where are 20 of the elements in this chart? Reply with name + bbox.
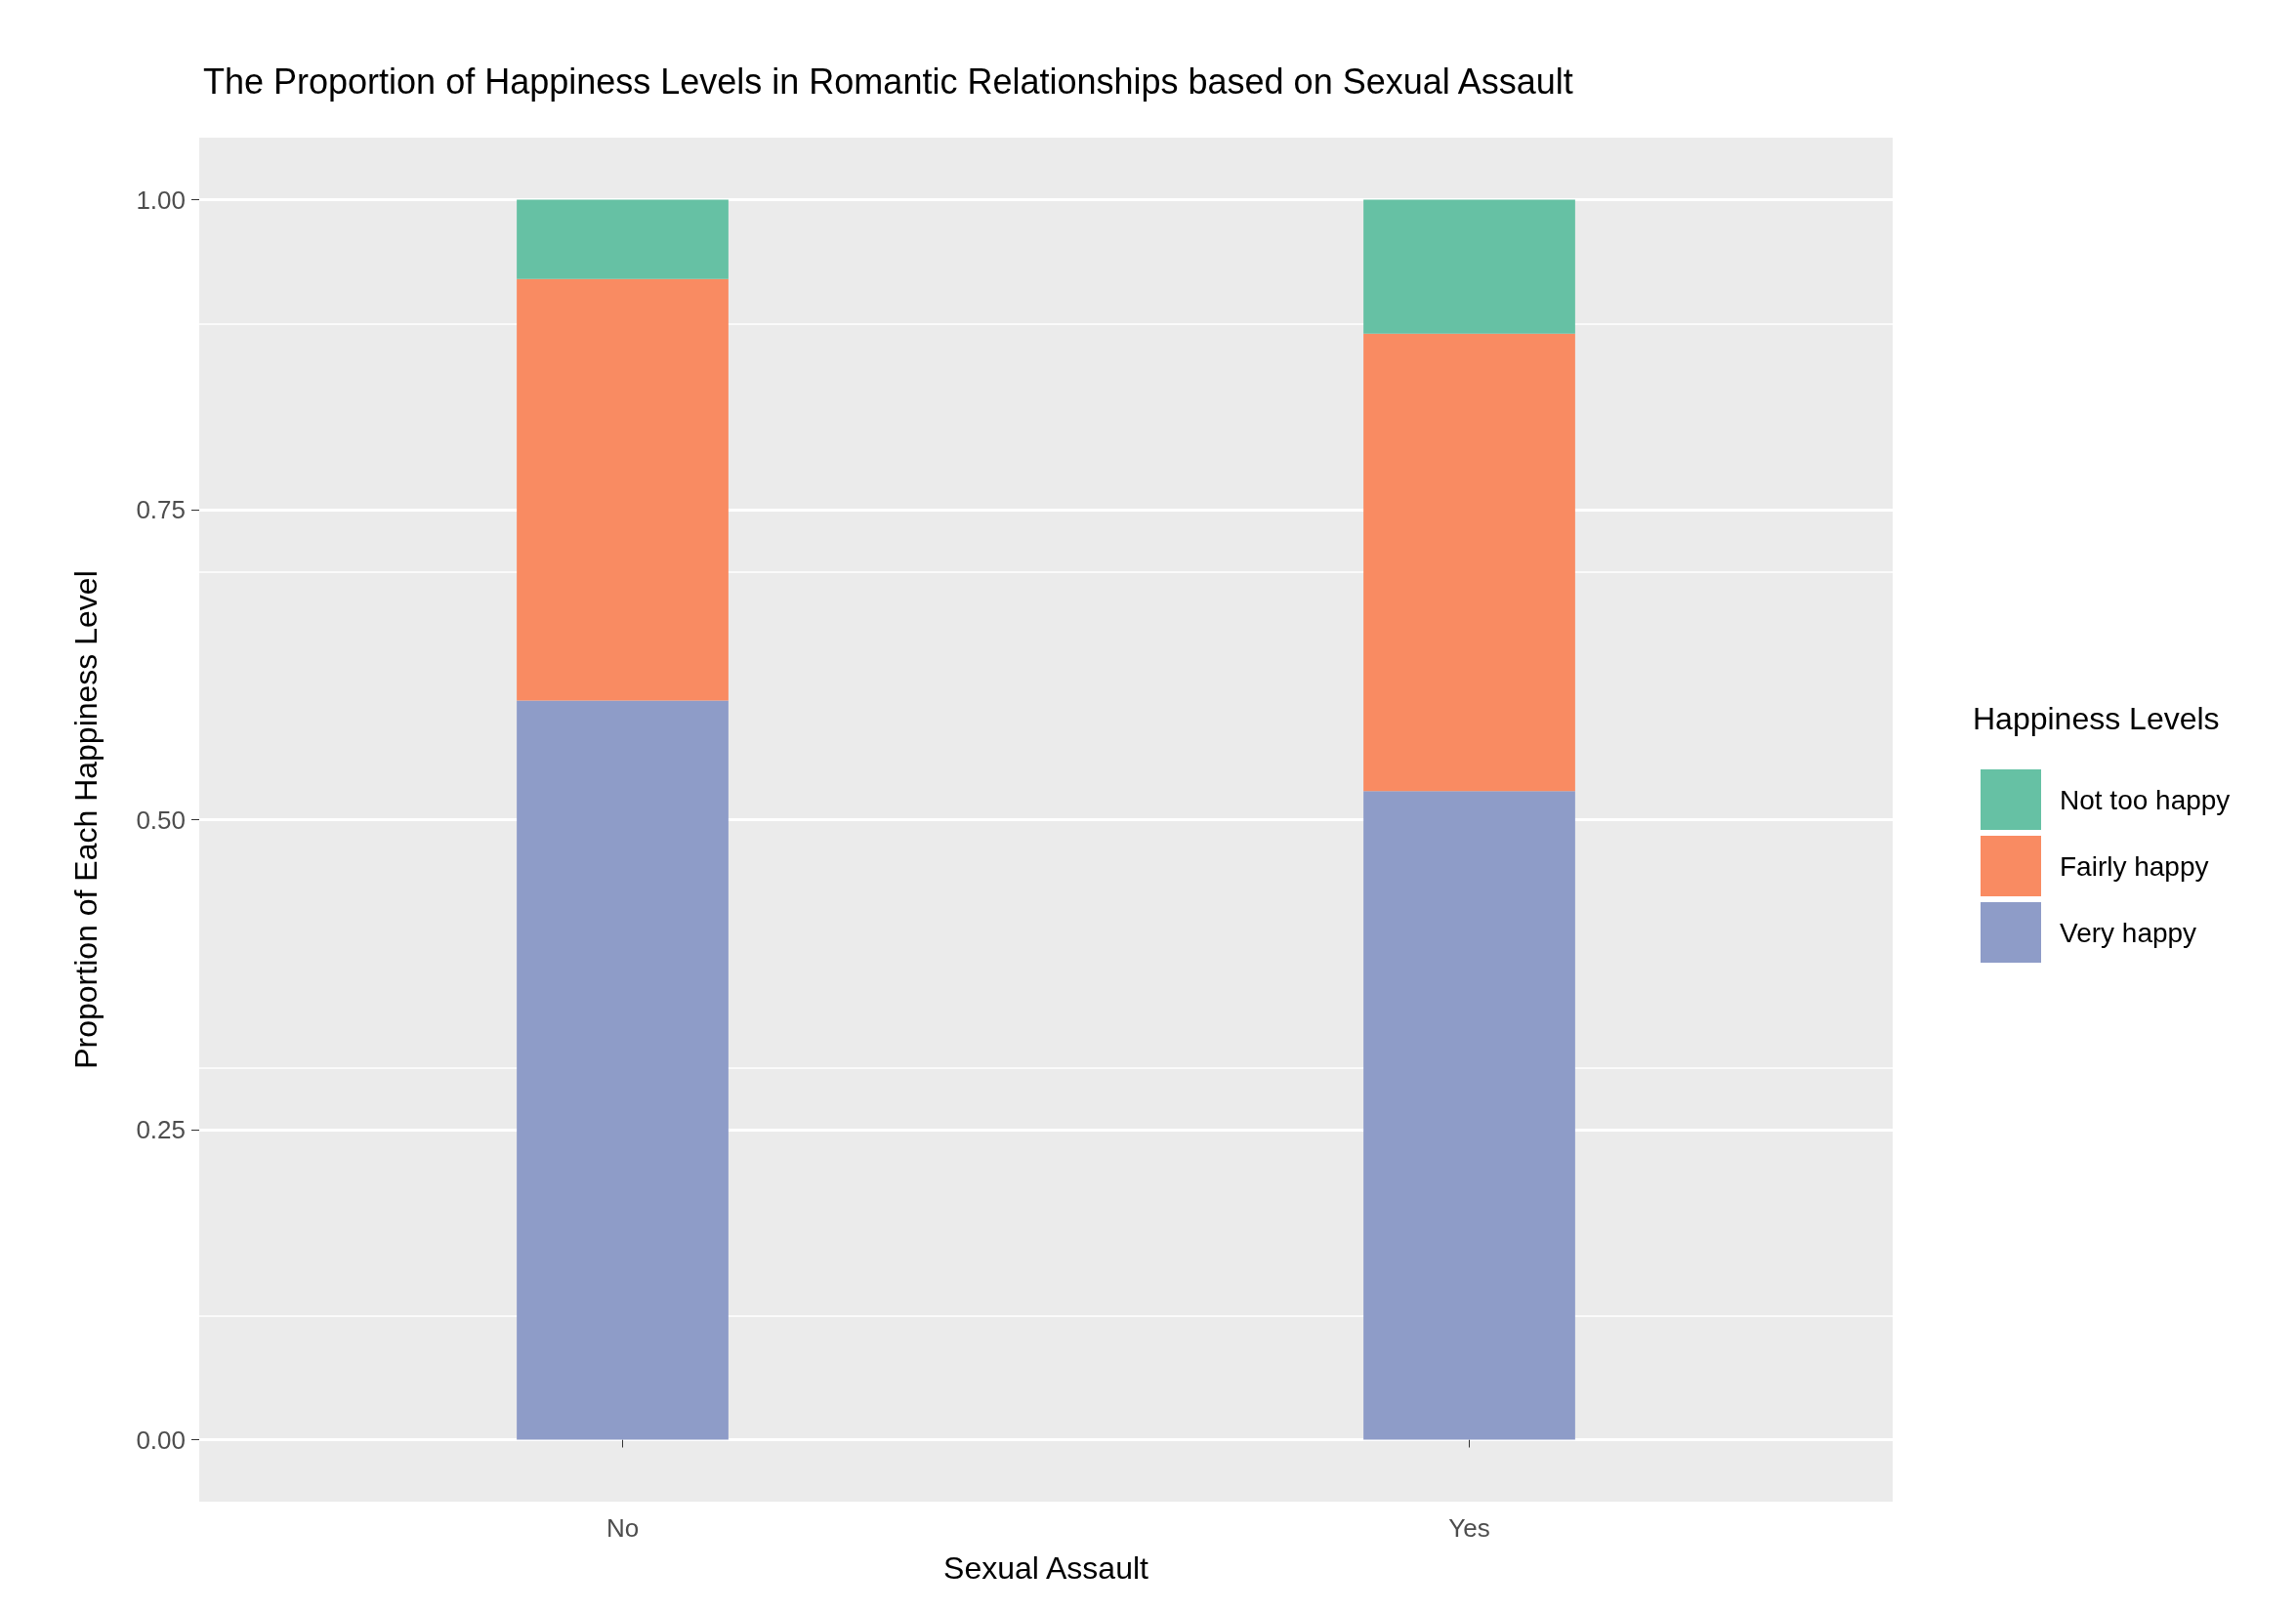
y-tick-label: 0.25 <box>136 1115 186 1144</box>
y-tick-label: 0.50 <box>136 805 186 835</box>
bar <box>1363 791 1575 1440</box>
bar <box>517 199 729 279</box>
bar <box>517 700 729 1440</box>
chart-title: The Proportion of Happiness Levels in Romantic Relationships based on Sexual Assault <box>203 61 1573 102</box>
x-axis-title: Sexual Assault <box>943 1550 1149 1586</box>
bar <box>1363 333 1575 792</box>
y-tick-label: 0.00 <box>136 1425 186 1455</box>
legend-label: Very happy <box>2060 917 2197 948</box>
bar <box>517 278 729 701</box>
x-tick-label: No <box>605 1513 640 1543</box>
x-tick-label: Yes <box>1448 1513 1490 1543</box>
legend-label: Fairly happy <box>2060 850 2209 882</box>
y-tick-label: 1.00 <box>136 185 186 215</box>
y-axis-title: Proportion of Each Happiness Level <box>68 570 104 1069</box>
y-tick-label: 0.75 <box>136 495 186 524</box>
bar <box>1363 199 1575 334</box>
legend-title: Happiness Levels <box>1973 701 2220 736</box>
legend-label: Not too happy <box>2060 784 2231 815</box>
